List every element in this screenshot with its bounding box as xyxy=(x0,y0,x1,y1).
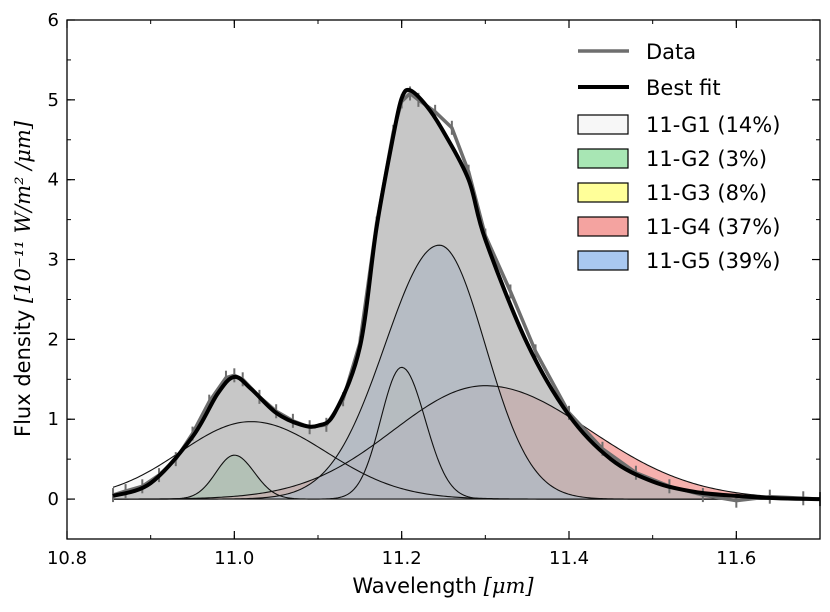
x-tick-label-1: 10.8 xyxy=(47,548,87,569)
x-tick-label-2: 11.0 xyxy=(214,548,254,569)
best-fit-fill xyxy=(113,89,820,500)
y-axis-title-prefix: Flux density xyxy=(11,303,35,437)
legend-label-component-4: 11-G4 (37%) xyxy=(646,215,780,239)
legend-label-component-3: 11-G3 (8%) xyxy=(646,181,767,205)
legend-label-best-fit: Best fit xyxy=(646,76,721,100)
x-axis-title: Wavelength [μm] xyxy=(352,574,534,598)
legend-swatch-component-4 xyxy=(577,216,629,237)
legend-label-component-1: 11-G1 (14%) xyxy=(646,113,780,137)
x-axis-title-prefix: Wavelength xyxy=(352,574,483,598)
legend-swatch-component-2 xyxy=(577,148,629,169)
legend-swatch-component-1 xyxy=(577,114,629,135)
plot-frame xyxy=(66,19,821,540)
legend-label-component-5: 11-G5 (39%) xyxy=(646,249,780,273)
tick-layer: 10.8 11.0 11.2 11.4 11.6 0 1 2 3 4 5 6 xyxy=(47,10,821,569)
y-tick-label-4: 3 xyxy=(48,250,59,271)
x-axis-title-unit: [μm] xyxy=(484,574,535,598)
x-tick-label-3: 11.2 xyxy=(382,548,422,569)
y-tick-label-6: 5 xyxy=(48,90,59,111)
legend-swatch-component-3 xyxy=(577,182,629,203)
y-tick-label-5: 4 xyxy=(48,170,59,191)
legend: Data Best fit 11-G1 (14%) 11-G2 (3%) 11-G3… xyxy=(577,40,780,273)
x-tick-label-5: 11.6 xyxy=(716,548,756,569)
y-tick-label-2: 1 xyxy=(48,409,59,430)
y-axis-title: Flux density [10⁻¹¹ W/m² /μm] xyxy=(11,120,35,437)
legend-swatch-component-5 xyxy=(577,250,629,271)
legend-label-data: Data xyxy=(646,40,696,64)
component-outline-4 xyxy=(113,385,821,500)
y-tick-label-3: 2 xyxy=(48,329,59,350)
y-tick-label-1: 0 xyxy=(48,489,59,510)
x-tick-label-4: 11.4 xyxy=(549,548,589,569)
y-axis-title-unit: [10⁻¹¹ W/m² /μm] xyxy=(11,120,35,303)
legend-components: 11-G1 (14%) 11-G2 (3%) 11-G3 (8%) 11-G4 (37… xyxy=(577,113,780,273)
y-tick-label-7: 6 xyxy=(48,10,59,31)
legend-label-component-2: 11-G2 (3%) xyxy=(646,147,767,171)
best-fit-line xyxy=(112,87,821,502)
